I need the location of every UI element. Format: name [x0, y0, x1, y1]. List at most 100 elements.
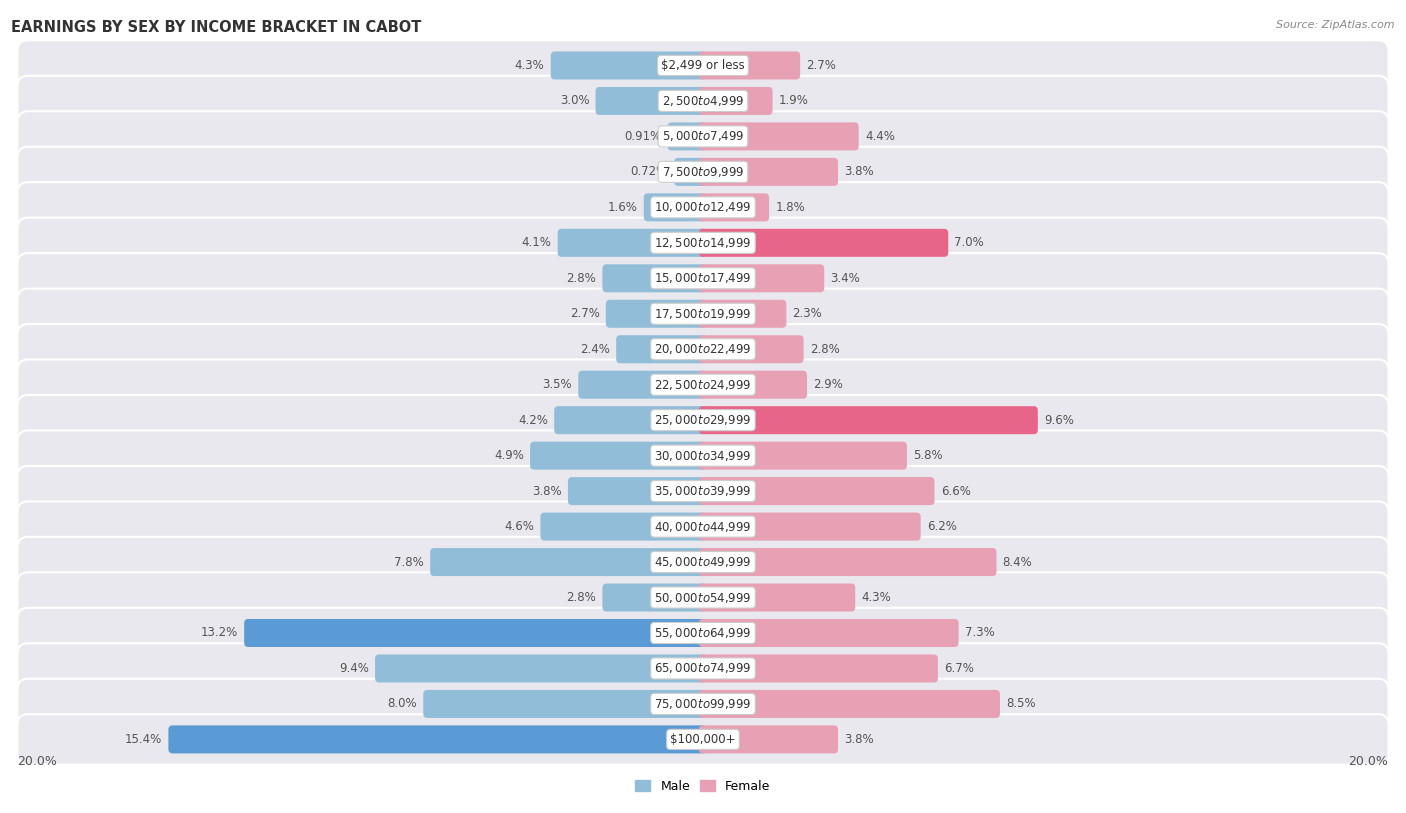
Text: 2.7%: 2.7%: [569, 307, 599, 320]
FancyBboxPatch shape: [699, 441, 907, 470]
Text: 7.8%: 7.8%: [394, 555, 425, 568]
Text: Source: ZipAtlas.com: Source: ZipAtlas.com: [1277, 20, 1395, 30]
Text: $15,000 to $17,499: $15,000 to $17,499: [654, 272, 752, 285]
FancyBboxPatch shape: [430, 548, 707, 576]
Text: $20,000 to $22,499: $20,000 to $22,499: [654, 342, 752, 356]
Text: 3.0%: 3.0%: [560, 94, 589, 107]
Text: 4.4%: 4.4%: [865, 130, 894, 143]
Text: 15.4%: 15.4%: [125, 733, 162, 746]
Text: $12,500 to $14,999: $12,500 to $14,999: [654, 236, 752, 250]
Text: 3.5%: 3.5%: [543, 378, 572, 391]
Text: 4.1%: 4.1%: [522, 237, 551, 250]
Text: $40,000 to $44,999: $40,000 to $44,999: [654, 520, 752, 533]
Text: 0.72%: 0.72%: [631, 165, 668, 178]
FancyBboxPatch shape: [699, 477, 935, 505]
FancyBboxPatch shape: [602, 584, 707, 611]
Text: 2.8%: 2.8%: [567, 591, 596, 604]
FancyBboxPatch shape: [699, 619, 959, 647]
FancyBboxPatch shape: [699, 158, 838, 186]
Text: 4.9%: 4.9%: [494, 449, 524, 462]
FancyBboxPatch shape: [17, 430, 1389, 480]
Text: 7.3%: 7.3%: [965, 627, 994, 640]
Text: 4.3%: 4.3%: [515, 59, 544, 72]
FancyBboxPatch shape: [245, 619, 707, 647]
Text: 20.0%: 20.0%: [1348, 755, 1389, 768]
Text: $50,000 to $54,999: $50,000 to $54,999: [654, 590, 752, 605]
FancyBboxPatch shape: [17, 76, 1389, 126]
FancyBboxPatch shape: [17, 466, 1389, 516]
Text: 1.9%: 1.9%: [779, 94, 808, 107]
FancyBboxPatch shape: [423, 690, 707, 718]
FancyBboxPatch shape: [568, 477, 707, 505]
FancyBboxPatch shape: [699, 87, 772, 115]
FancyBboxPatch shape: [699, 690, 1000, 718]
Text: EARNINGS BY SEX BY INCOME BRACKET IN CABOT: EARNINGS BY SEX BY INCOME BRACKET IN CAB…: [11, 20, 422, 35]
Text: 6.6%: 6.6%: [941, 485, 970, 498]
FancyBboxPatch shape: [17, 608, 1389, 659]
Text: 8.5%: 8.5%: [1007, 698, 1036, 711]
Legend: Male, Female: Male, Female: [630, 775, 776, 798]
Text: $25,000 to $29,999: $25,000 to $29,999: [654, 413, 752, 427]
Text: 6.2%: 6.2%: [927, 520, 956, 533]
Text: 8.0%: 8.0%: [388, 698, 418, 711]
FancyBboxPatch shape: [17, 289, 1389, 339]
Text: $22,500 to $24,999: $22,500 to $24,999: [654, 378, 752, 392]
FancyBboxPatch shape: [699, 406, 1038, 434]
Text: 2.7%: 2.7%: [807, 59, 837, 72]
Text: 2.9%: 2.9%: [813, 378, 844, 391]
FancyBboxPatch shape: [699, 335, 804, 363]
FancyBboxPatch shape: [673, 158, 707, 186]
Text: 8.4%: 8.4%: [1002, 555, 1032, 568]
FancyBboxPatch shape: [554, 406, 707, 434]
FancyBboxPatch shape: [17, 41, 1389, 91]
Text: 6.7%: 6.7%: [945, 662, 974, 675]
FancyBboxPatch shape: [699, 123, 859, 150]
FancyBboxPatch shape: [699, 51, 800, 80]
Text: 2.8%: 2.8%: [567, 272, 596, 285]
Text: 0.91%: 0.91%: [624, 130, 661, 143]
FancyBboxPatch shape: [17, 359, 1389, 410]
FancyBboxPatch shape: [699, 193, 769, 221]
Text: $100,000+: $100,000+: [671, 733, 735, 746]
FancyBboxPatch shape: [17, 395, 1389, 446]
FancyBboxPatch shape: [17, 679, 1389, 729]
FancyBboxPatch shape: [169, 725, 707, 754]
FancyBboxPatch shape: [551, 51, 707, 80]
Text: 5.8%: 5.8%: [912, 449, 943, 462]
FancyBboxPatch shape: [699, 228, 948, 257]
FancyBboxPatch shape: [530, 441, 707, 470]
FancyBboxPatch shape: [17, 146, 1389, 197]
Text: 13.2%: 13.2%: [201, 627, 238, 640]
Text: 1.8%: 1.8%: [775, 201, 806, 214]
FancyBboxPatch shape: [17, 714, 1389, 764]
Text: 20.0%: 20.0%: [17, 755, 58, 768]
Text: $75,000 to $99,999: $75,000 to $99,999: [654, 697, 752, 711]
Text: 7.0%: 7.0%: [955, 237, 984, 250]
Text: 9.4%: 9.4%: [339, 662, 368, 675]
FancyBboxPatch shape: [699, 548, 997, 576]
Text: $45,000 to $49,999: $45,000 to $49,999: [654, 555, 752, 569]
FancyBboxPatch shape: [596, 87, 707, 115]
FancyBboxPatch shape: [699, 584, 855, 611]
Text: $35,000 to $39,999: $35,000 to $39,999: [654, 484, 752, 498]
Text: 2.4%: 2.4%: [581, 343, 610, 356]
Text: 1.6%: 1.6%: [607, 201, 637, 214]
Text: $55,000 to $64,999: $55,000 to $64,999: [654, 626, 752, 640]
FancyBboxPatch shape: [668, 123, 707, 150]
FancyBboxPatch shape: [540, 512, 707, 541]
FancyBboxPatch shape: [578, 371, 707, 398]
FancyBboxPatch shape: [17, 253, 1389, 303]
Text: $10,000 to $12,499: $10,000 to $12,499: [654, 200, 752, 215]
Text: $17,500 to $19,999: $17,500 to $19,999: [654, 307, 752, 321]
Text: $30,000 to $34,999: $30,000 to $34,999: [654, 449, 752, 463]
FancyBboxPatch shape: [17, 182, 1389, 233]
Text: 2.3%: 2.3%: [793, 307, 823, 320]
FancyBboxPatch shape: [644, 193, 707, 221]
Text: 4.2%: 4.2%: [519, 414, 548, 427]
Text: $7,500 to $9,999: $7,500 to $9,999: [662, 165, 744, 179]
FancyBboxPatch shape: [699, 512, 921, 541]
Text: $2,500 to $4,999: $2,500 to $4,999: [662, 94, 744, 108]
FancyBboxPatch shape: [699, 300, 786, 328]
FancyBboxPatch shape: [17, 111, 1389, 162]
Text: 4.3%: 4.3%: [862, 591, 891, 604]
